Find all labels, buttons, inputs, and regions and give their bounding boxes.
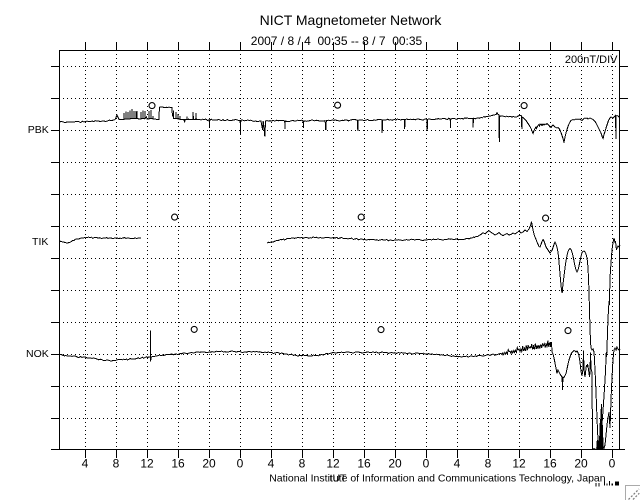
svg-text:0: 0	[609, 457, 616, 471]
svg-text:12: 12	[512, 457, 526, 471]
svg-text:4: 4	[268, 457, 275, 471]
svg-text:8: 8	[485, 457, 492, 471]
svg-text:4: 4	[454, 457, 461, 471]
svg-text:12: 12	[326, 457, 340, 471]
svg-text:2007 / 8 / 4 00:35 -- 8 / 7: 2007 / 8 / 4 00:35 -- 8 / 7 00:35	[251, 34, 423, 48]
svg-text:12: 12	[140, 457, 154, 471]
svg-text:20: 20	[202, 457, 216, 471]
svg-text:PBK: PBK	[28, 124, 49, 136]
svg-text:4: 4	[82, 457, 89, 471]
svg-text:0: 0	[237, 457, 244, 471]
svg-text:TIK: TIK	[32, 236, 48, 248]
svg-text:tUT: tUT	[330, 473, 348, 485]
svg-text:National Institute of Informat: National Institute of Information and Co…	[269, 473, 606, 485]
svg-text:200nT/DIV: 200nT/DIV	[565, 54, 618, 66]
svg-text:16: 16	[171, 457, 185, 471]
svg-text:NICT Magnetometer Network: NICT Magnetometer Network	[260, 12, 443, 28]
svg-text:0: 0	[423, 457, 430, 471]
svg-text:20: 20	[388, 457, 402, 471]
svg-text:NOK: NOK	[26, 348, 49, 360]
svg-text:8: 8	[113, 457, 120, 471]
svg-text:8: 8	[299, 457, 306, 471]
svg-text:16: 16	[357, 457, 371, 471]
svg-text:16: 16	[543, 457, 557, 471]
svg-text:20: 20	[574, 457, 588, 471]
